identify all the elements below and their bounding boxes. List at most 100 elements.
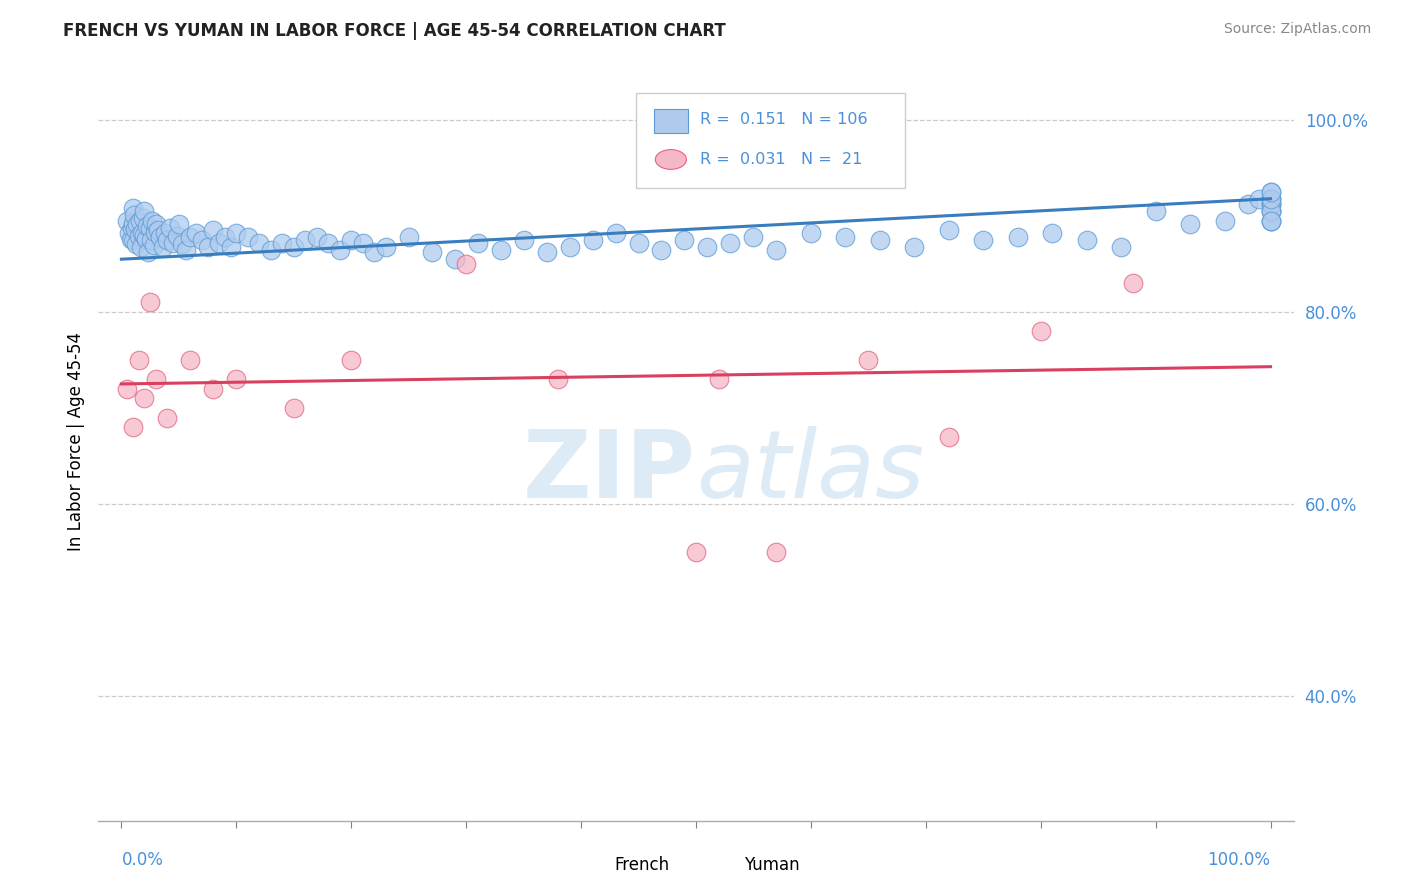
Point: [316, 235, 339, 250]
Point: [122, 216, 145, 230]
Point: [1260, 197, 1282, 211]
Point: [120, 232, 142, 246]
Point: [167, 217, 190, 231]
Point: [145, 372, 167, 386]
Point: [374, 240, 396, 254]
Point: [122, 208, 145, 222]
Point: [148, 223, 170, 237]
Point: [129, 240, 152, 254]
Point: [467, 235, 489, 250]
Point: [135, 219, 157, 233]
Point: [219, 240, 242, 254]
Point: [122, 202, 145, 216]
Point: [650, 243, 672, 257]
Point: [707, 372, 730, 386]
Point: [1260, 185, 1282, 199]
Point: [1144, 204, 1167, 219]
Point: [1260, 214, 1282, 228]
Point: [145, 217, 167, 231]
Point: [1260, 192, 1282, 206]
Point: [136, 245, 159, 260]
Point: [1260, 204, 1282, 219]
Point: [236, 230, 259, 244]
Point: [294, 233, 316, 247]
Point: [1260, 192, 1282, 206]
Point: [685, 545, 707, 559]
Point: [225, 227, 247, 241]
Point: [420, 245, 443, 260]
Point: [128, 229, 150, 244]
Point: [149, 230, 172, 244]
Point: [121, 220, 143, 235]
Text: FRENCH VS YUMAN IN LABOR FORCE | AGE 45-54 CORRELATION CHART: FRENCH VS YUMAN IN LABOR FORCE | AGE 45-…: [63, 22, 725, 40]
Point: [903, 240, 925, 254]
Point: [696, 240, 718, 254]
Point: [1007, 230, 1029, 244]
Point: [179, 230, 201, 244]
Point: [938, 223, 960, 237]
Text: R =  0.031   N =  21: R = 0.031 N = 21: [700, 152, 862, 167]
Point: [124, 222, 146, 236]
Point: [115, 214, 138, 228]
Point: [115, 382, 138, 396]
Y-axis label: In Labor Force | Age 45-54: In Labor Force | Age 45-54: [66, 332, 84, 551]
Point: [159, 220, 181, 235]
Point: [558, 240, 581, 254]
Text: 0.0%: 0.0%: [121, 851, 163, 869]
Point: [1260, 204, 1282, 219]
Point: [134, 392, 156, 406]
Point: [202, 382, 225, 396]
FancyBboxPatch shape: [710, 854, 737, 876]
Point: [122, 420, 145, 434]
Point: [1260, 185, 1282, 199]
Point: [858, 353, 880, 368]
Point: [135, 232, 157, 246]
Point: [260, 243, 283, 257]
Point: [305, 230, 328, 244]
Point: [247, 235, 270, 250]
Point: [1260, 197, 1282, 211]
Point: [153, 227, 176, 241]
Point: [283, 401, 305, 415]
Text: Yuman: Yuman: [744, 855, 800, 873]
FancyBboxPatch shape: [654, 109, 688, 133]
Point: [134, 228, 156, 243]
Point: [179, 353, 201, 368]
Point: [125, 236, 148, 251]
Point: [972, 233, 994, 247]
Point: [1178, 217, 1201, 231]
Point: [1260, 214, 1282, 228]
Point: [1076, 233, 1098, 247]
Point: [398, 230, 420, 244]
Point: [283, 240, 305, 254]
Point: [127, 217, 149, 231]
Text: ZIP: ZIP: [523, 425, 696, 518]
Point: [162, 235, 184, 250]
Point: [132, 211, 155, 225]
Point: [141, 233, 163, 247]
Point: [128, 214, 150, 228]
Point: [1236, 197, 1258, 211]
Text: R =  0.151   N = 106: R = 0.151 N = 106: [700, 112, 868, 127]
Point: [139, 295, 162, 310]
Point: [142, 237, 165, 252]
Point: [765, 243, 787, 257]
Point: [340, 233, 363, 247]
Point: [627, 235, 650, 250]
Point: [122, 233, 145, 247]
Point: [174, 243, 197, 257]
Point: [225, 372, 247, 386]
FancyBboxPatch shape: [637, 93, 905, 187]
Circle shape: [655, 150, 686, 169]
Point: [1260, 204, 1282, 219]
Point: [184, 227, 207, 241]
Point: [605, 227, 627, 241]
Point: [166, 229, 188, 244]
Point: [1213, 214, 1236, 228]
Point: [456, 257, 478, 271]
Point: [139, 220, 162, 235]
Point: [512, 233, 534, 247]
Point: [869, 233, 891, 247]
Text: Source: ZipAtlas.com: Source: ZipAtlas.com: [1223, 22, 1371, 37]
Point: [1029, 324, 1052, 338]
